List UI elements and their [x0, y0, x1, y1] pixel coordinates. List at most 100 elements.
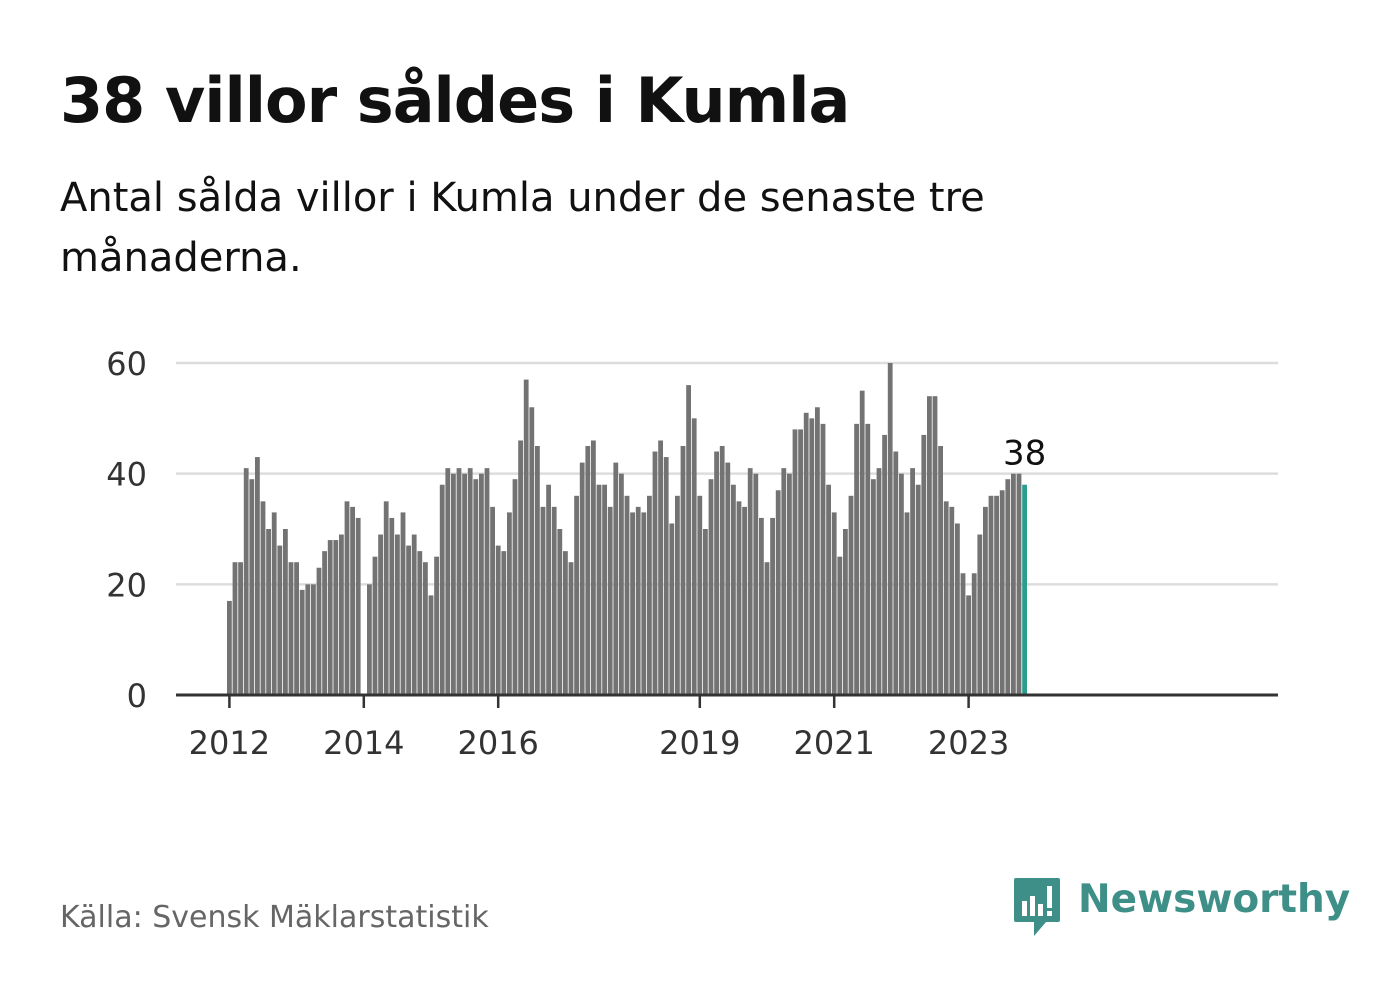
x-tick-label: 2012 [189, 724, 270, 762]
brand-logo: Newsworthy [1012, 876, 1350, 940]
bar [294, 562, 299, 695]
bar [372, 556, 378, 695]
bar [921, 434, 927, 695]
bar [355, 517, 361, 695]
bar [876, 468, 882, 695]
bar [238, 562, 243, 695]
bar [910, 468, 915, 695]
bar [893, 451, 899, 695]
bar [383, 501, 389, 695]
bar [691, 418, 697, 695]
bar [831, 512, 837, 695]
bar-chart-speech-bubble-icon [1014, 878, 1060, 936]
bar [1011, 473, 1016, 695]
bar [406, 545, 411, 695]
bar [232, 562, 238, 695]
bar [619, 473, 624, 695]
bar [820, 423, 826, 695]
bar [479, 473, 484, 695]
bar [1016, 473, 1022, 695]
bar [966, 595, 971, 695]
bar [579, 462, 585, 695]
brand-name: Newsworthy [1078, 877, 1351, 922]
bar [837, 556, 843, 695]
bar [518, 440, 523, 695]
y-tick-label: 20 [106, 566, 147, 604]
bar [507, 512, 512, 695]
bar [613, 462, 619, 695]
bar [367, 584, 372, 695]
bar [747, 468, 753, 695]
x-tick-label: 2016 [457, 724, 538, 762]
bar [523, 379, 529, 695]
bar [770, 517, 775, 695]
bar [675, 495, 680, 695]
bar [871, 479, 876, 695]
bar [327, 540, 333, 695]
bar [568, 562, 574, 695]
bar [602, 484, 607, 695]
bar [495, 545, 501, 695]
bar [708, 479, 714, 695]
bar-highlight [1022, 484, 1027, 695]
bar [753, 473, 759, 695]
bar [680, 446, 686, 695]
bar [255, 457, 260, 695]
bar [512, 479, 518, 695]
bar [288, 562, 294, 695]
bar [815, 407, 820, 695]
bar [859, 390, 865, 695]
bar [971, 573, 977, 695]
bar [467, 468, 473, 695]
bar [932, 396, 938, 695]
bar [854, 423, 859, 695]
bar [271, 512, 277, 695]
bar [848, 495, 854, 695]
bar [350, 506, 355, 695]
bar [658, 440, 663, 695]
bar [473, 479, 479, 695]
bar [305, 584, 311, 695]
bar [843, 529, 848, 695]
bar [557, 529, 563, 695]
bar [792, 429, 798, 695]
bar [585, 446, 591, 695]
x-tick-label: 2014 [323, 724, 404, 762]
bar [434, 556, 439, 695]
bar [378, 534, 383, 695]
y-tick-label: 60 [106, 345, 147, 383]
bar [591, 440, 596, 695]
bar [563, 551, 568, 695]
bar [703, 529, 708, 695]
source-note: Källa: Svensk Mäklarstatistik [60, 900, 489, 935]
bar [596, 484, 602, 695]
bar [899, 473, 904, 695]
bar [529, 407, 535, 695]
bar [809, 418, 815, 695]
bar [243, 468, 249, 695]
bar [451, 473, 456, 695]
bar [960, 573, 966, 695]
bar [423, 562, 428, 695]
bar [915, 484, 921, 695]
bar [417, 551, 423, 695]
bar [983, 506, 988, 695]
chart-title: 38 villor såldes i Kumla [60, 64, 850, 137]
bar-chart: 0 20 40 60 2012 2014 2016 2019 2021 2023 38 [106, 345, 1278, 762]
bar [938, 446, 943, 695]
bar [826, 484, 831, 695]
bar [775, 490, 781, 695]
highlight-value-label: 38 [1003, 434, 1046, 474]
bar [462, 473, 467, 695]
bar [339, 534, 344, 695]
bar [725, 462, 731, 695]
bar [411, 534, 417, 695]
bar [535, 446, 540, 695]
bar [624, 495, 630, 695]
bar [887, 363, 893, 695]
y-axis-tick-labels: 0 20 40 60 [106, 345, 147, 715]
bar [904, 512, 910, 695]
bar [865, 423, 871, 695]
bar [333, 540, 339, 695]
data-labels: 38 [1003, 434, 1046, 474]
